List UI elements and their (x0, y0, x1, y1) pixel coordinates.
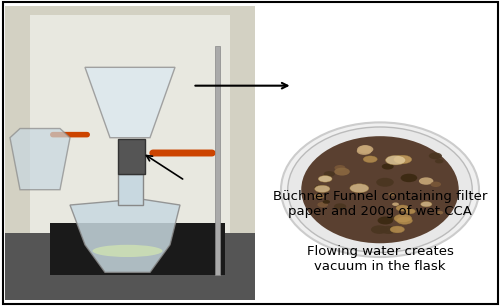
Ellipse shape (390, 216, 397, 220)
Ellipse shape (388, 192, 396, 196)
Ellipse shape (394, 155, 411, 164)
Ellipse shape (394, 214, 411, 222)
Ellipse shape (430, 181, 441, 187)
Ellipse shape (314, 193, 324, 199)
Text: Flowing water creates
vacuum in the flask: Flowing water creates vacuum in the flas… (306, 245, 454, 273)
Polygon shape (70, 199, 180, 272)
Bar (215, 46, 220, 275)
Bar (30, 15, 230, 260)
Bar (5, 6, 255, 300)
Ellipse shape (396, 205, 409, 211)
Ellipse shape (92, 245, 162, 257)
Ellipse shape (392, 203, 399, 206)
Ellipse shape (281, 122, 479, 257)
Bar (5, 6, 255, 300)
Ellipse shape (404, 209, 415, 214)
Polygon shape (10, 129, 70, 190)
Ellipse shape (435, 159, 444, 163)
Ellipse shape (390, 226, 404, 233)
Ellipse shape (322, 200, 330, 204)
Ellipse shape (357, 145, 374, 153)
Text: Büchner Funnel containing filter
paper and 200g of wet CCA: Büchner Funnel containing filter paper a… (273, 190, 487, 218)
Ellipse shape (376, 178, 394, 187)
Ellipse shape (334, 168, 350, 176)
Ellipse shape (318, 202, 328, 207)
Ellipse shape (397, 217, 412, 224)
Polygon shape (85, 67, 175, 138)
Ellipse shape (334, 203, 346, 210)
Ellipse shape (301, 136, 459, 243)
Bar (118, 174, 142, 205)
Ellipse shape (363, 156, 377, 162)
Ellipse shape (419, 177, 434, 185)
Ellipse shape (436, 211, 443, 215)
Ellipse shape (360, 145, 371, 151)
Ellipse shape (378, 217, 393, 225)
Ellipse shape (324, 171, 335, 177)
Ellipse shape (314, 185, 330, 192)
Ellipse shape (318, 176, 332, 182)
Bar (118, 139, 145, 174)
Ellipse shape (380, 226, 396, 234)
Ellipse shape (334, 165, 345, 171)
Bar (50, 223, 225, 275)
Ellipse shape (314, 185, 326, 190)
Bar (5, 233, 255, 300)
Ellipse shape (421, 202, 432, 207)
Ellipse shape (400, 174, 417, 182)
Ellipse shape (357, 147, 372, 155)
Ellipse shape (382, 163, 394, 170)
Ellipse shape (371, 225, 388, 234)
Ellipse shape (288, 127, 472, 252)
Ellipse shape (429, 152, 442, 159)
Ellipse shape (386, 155, 406, 165)
Ellipse shape (350, 184, 369, 193)
